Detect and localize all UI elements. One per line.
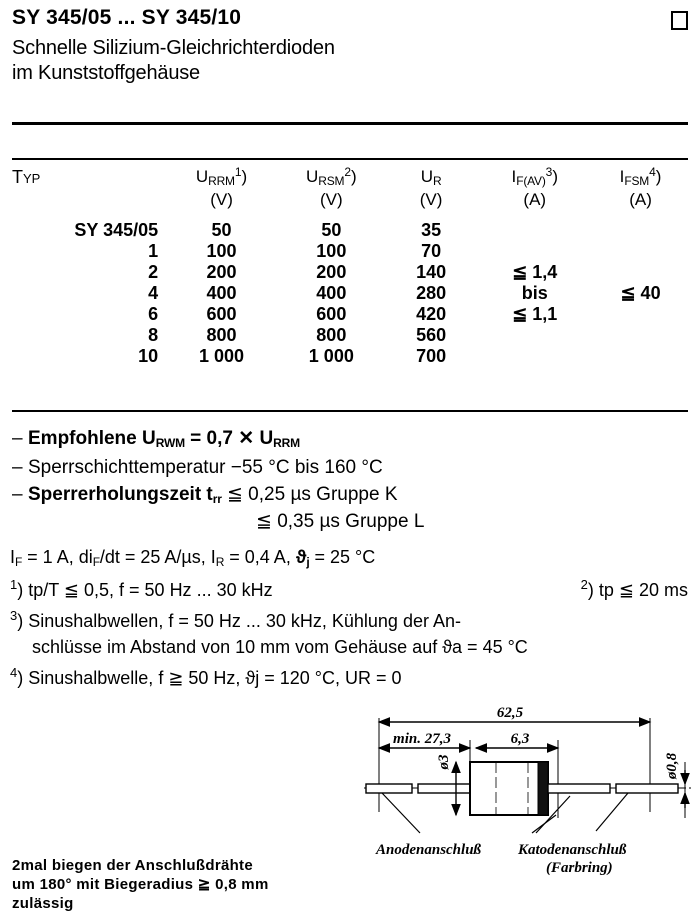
cell-ifav-line3: ≦ 1,1: [512, 303, 558, 324]
cell-ursm: 400: [316, 282, 347, 303]
cell-ur: 280: [416, 282, 447, 303]
note-item-urwm: – Empfohlene URWM = 0,7 ✕ URRM: [12, 428, 300, 450]
page-title: SY 345/05 ... SY 345/10: [12, 6, 242, 29]
footnote-2-text: tp ≦ 20 ms: [598, 580, 688, 600]
cell-typ: SY 345/05: [74, 219, 159, 240]
column-header-typ: TYP: [12, 167, 41, 187]
cell-ifsm: [593, 346, 688, 367]
footnote-2: 2) tp ≦ 20 ms: [580, 577, 688, 600]
footnote-3: 3) Sinushalbwellen, f = 50 Hz ... 30 kHz…: [10, 608, 461, 631]
note-temperature-text: Sperrschichttemperatur −55 °C bis 160 °C: [28, 457, 383, 478]
cell-ifsm: [593, 262, 688, 283]
cell-ifsm-line1: ≦ 40: [620, 282, 661, 303]
cell-ifsm: [593, 325, 688, 346]
package-outline-drawing: 62,5 min. 27,3 6,3 ø3: [360, 700, 696, 876]
cell-ifav-line2: bis: [521, 282, 548, 303]
table-row: 4 400 400 280 bis ≦ 40: [12, 283, 688, 304]
table-row: 6 600 600 420 ≦ 1,1: [12, 304, 688, 325]
table-header-row: TYP URRM1) (V) URSM2) (V) UR (V) IF(AV)3…: [12, 165, 688, 211]
cell-ur: 700: [416, 345, 447, 366]
cell-ifsm: [593, 304, 688, 325]
cell-ursm: 100: [316, 240, 347, 261]
table-header-spacer: [12, 211, 688, 220]
footnote-1-text: tp/T ≦ 0,5, f = 50 Hz ... 30 kHz: [28, 580, 273, 600]
note-item-trr: – Sperrerholungszeit trr ≦ 0,25 µs Gruppe…: [12, 484, 398, 506]
divider-table-top: [12, 158, 688, 160]
footnote-4-text: Sinushalbwelle, f ≧ 50 Hz, ϑj = 120 °C, …: [28, 668, 402, 688]
cell-ursm: 50: [321, 219, 342, 240]
cell-ursm: 200: [316, 261, 347, 282]
specifications-table: TYP URRM1) (V) URSM2) (V) UR (V) IF(AV)3…: [12, 165, 688, 367]
dim-total-label: 62,5: [497, 705, 524, 721]
footnote-3-line2: schlüsse im Abstand von 10 mm vom Gehäus…: [32, 637, 528, 657]
cell-typ: 10: [138, 345, 159, 366]
cell-ifav: [476, 325, 593, 346]
cell-typ: 1: [148, 240, 159, 261]
divider-table-bottom: [12, 410, 688, 412]
column-header-ifav: IF(AV)3) (A): [511, 165, 559, 210]
table-row: 1 100 100 70: [12, 241, 688, 262]
table-row: SY 345/05 50 50 35: [12, 220, 688, 241]
cell-urrm: 600: [206, 303, 237, 324]
cell-ifav: [476, 241, 593, 262]
cell-ursm: 600: [316, 303, 347, 324]
cell-urrm: 200: [206, 261, 237, 282]
page-subtitle: Schnelle Silizium-Gleichrichterdioden im…: [12, 37, 335, 84]
divider-top: [12, 122, 688, 125]
notes-list: – Empfohlene URWM = 0,7 ✕ URRM – Sperrschi…: [12, 425, 688, 535]
column-header-urrm: URRM1) (V): [195, 165, 248, 210]
drawing-svg: 62,5 min. 27,3 6,3 ø3: [364, 705, 692, 834]
footnote-1: 1) tp/T ≦ 0,5, f = 50 Hz ... 30 kHz: [10, 577, 273, 600]
note-item-temperature: – Sperrschichttemperatur −55 °C bis 160 °…: [12, 457, 383, 478]
cell-ifav-line1: ≦ 1,4: [512, 261, 558, 282]
footnote-row-1-2: 1) tp/T ≦ 0,5, f = 50 Hz ... 30 kHz 2) t…: [10, 572, 688, 603]
cell-typ: 2: [148, 261, 159, 282]
cell-ifsm: [593, 241, 688, 262]
label-cathode: Katodenanschluß: [518, 842, 627, 858]
cell-ursm: 800: [316, 324, 347, 345]
label-anode: Anodenanschluß: [376, 842, 482, 858]
cell-ur: 140: [416, 261, 447, 282]
cell-ifav: [476, 346, 593, 367]
label-cathode-sub: (Farbring): [546, 860, 613, 876]
cell-ur: 35: [421, 219, 442, 240]
cell-urrm: 800: [206, 324, 237, 345]
square-outline-icon: [671, 11, 688, 30]
cell-urrm: 1 000: [199, 345, 245, 366]
column-header-ur: UR (V): [419, 167, 443, 210]
dim-wire-dia-label: ø0,8: [664, 752, 680, 780]
dim-body-dia-label: ø3: [436, 754, 452, 771]
dim-lead-min-label: min. 27,3: [393, 731, 451, 747]
cell-typ: 4: [148, 282, 159, 303]
column-header-ifsm: IFSM4) (A): [619, 165, 662, 210]
cell-ur: 560: [416, 324, 447, 345]
footnote-3-line1: Sinushalbwellen, f = 50 Hz ... 30 kHz, K…: [28, 611, 461, 631]
cell-typ: 8: [148, 324, 159, 345]
bending-note: 2mal biegen der Anschlußdrähte um 180° m…: [12, 857, 269, 912]
table-row: 2 200 200 140 ≦ 1,4: [12, 262, 688, 283]
cell-ur: 70: [421, 240, 442, 261]
footnote-4: 4) Sinushalbwelle, f ≧ 50 Hz, ϑj = 120 °…: [10, 665, 402, 688]
header-block: SY 345/05 ... SY 345/10 Schnelle Siliziu…: [12, 6, 688, 85]
table-row: 8 800 800 560: [12, 325, 688, 346]
cell-ur: 420: [416, 303, 447, 324]
cell-urrm: 100: [206, 240, 237, 261]
cell-urrm: 50: [211, 219, 232, 240]
cell-ifav: [476, 220, 593, 241]
column-header-ursm: URSM2) (V): [305, 165, 357, 210]
table-row: 10 1 000 1 000 700: [12, 346, 688, 367]
note-item-trr-second: ≦ 0,35 µs Gruppe L: [256, 511, 425, 532]
dim-body-label: 6,3: [511, 731, 530, 747]
conditions-block: IF = 1 A, diF/dt = 25 A/µs, IR = 0,4 A, …: [10, 544, 690, 691]
cell-ursm: 1 000: [308, 345, 354, 366]
condition-main: IF = 1 A, diF/dt = 25 A/µs, IR = 0,4 A, …: [10, 547, 376, 569]
cell-ifsm: [593, 220, 688, 241]
cell-urrm: 400: [206, 282, 237, 303]
cell-typ: 6: [148, 303, 159, 324]
